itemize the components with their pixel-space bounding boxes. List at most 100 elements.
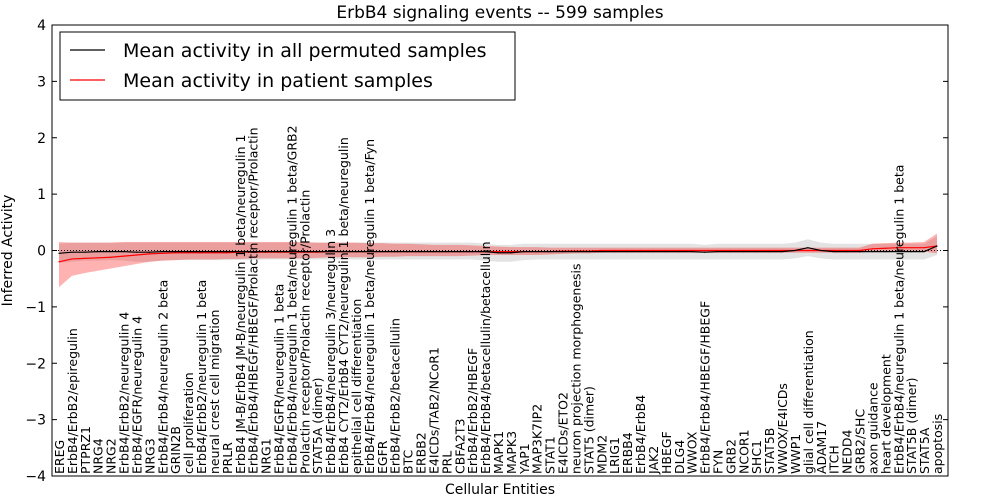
point-series-1 — [226, 252, 228, 254]
x-tick-label: NCOR1 — [736, 429, 751, 474]
point-series-0 — [755, 251, 757, 253]
x-tick-label: ERBB2 — [414, 432, 429, 474]
point-series-1 — [755, 249, 757, 252]
point-series-0 — [497, 252, 499, 254]
point-series-0 — [600, 251, 602, 253]
point-series-0 — [936, 245, 938, 247]
point-series-0 — [407, 251, 409, 253]
point-series-1 — [871, 248, 874, 250]
point-series-1 — [858, 249, 861, 252]
x-tick-label: ErbB4/ErbB4/neuregulin 2 beta — [155, 280, 170, 474]
x-tick-label: ErbB4/ErbB4/neuregulin 1 beta/neuregulin… — [891, 165, 906, 474]
x-tick-label: MDM2 — [594, 435, 609, 474]
point-series-1 — [161, 252, 163, 254]
x-tick-label: BTC — [401, 450, 416, 474]
x-tick-label: PRLR — [220, 442, 235, 474]
point-series-0 — [807, 247, 809, 249]
x-tick-label: STAT5 (dimer) — [581, 386, 596, 474]
point-series-1 — [84, 257, 86, 259]
x-tick-label: NEDD4 — [840, 430, 855, 474]
point-series-0 — [923, 251, 925, 253]
point-series-0 — [846, 251, 848, 253]
point-series-1 — [846, 249, 848, 252]
point-series-0 — [691, 251, 693, 253]
point-series-0 — [626, 251, 628, 253]
point-series-0 — [239, 251, 241, 253]
point-series-0 — [122, 251, 125, 253]
x-tick-label: ErbB4/ErbB4/neuregulin 1 beta/neuregulin… — [362, 139, 377, 474]
point-series-1 — [213, 252, 215, 254]
point-series-0 — [458, 251, 460, 253]
x-tick-label: cell proliferation — [181, 372, 196, 474]
point-series-1 — [691, 249, 693, 252]
point-series-0 — [58, 252, 60, 254]
band-series-0 — [59, 236, 937, 263]
x-tick-label: MAP3K7IP2 — [530, 404, 545, 474]
x-tick-label: YAP1 — [517, 443, 532, 475]
x-tick-label: ErbB4/ErbB4/HBEGF/HBEGF/Prolactin recept… — [246, 127, 261, 474]
point-series-0 — [510, 252, 512, 254]
x-tick-label: heart development — [878, 354, 893, 474]
point-series-0 — [716, 251, 719, 253]
point-series-0 — [135, 251, 138, 253]
point-series-1 — [910, 247, 912, 249]
point-series-0 — [729, 251, 732, 253]
point-series-0 — [200, 251, 202, 253]
x-tick-label: ErbB4/EGFR/neuregulin 4 — [129, 316, 144, 474]
confidence-bands — [59, 233, 937, 288]
point-series-0 — [897, 251, 899, 253]
point-series-0 — [419, 251, 422, 253]
x-axis-label: Cellular Entities — [445, 482, 555, 498]
x-tick-label: CBFA2T3 — [452, 419, 467, 474]
point-series-1 — [768, 249, 770, 252]
x-tick-label: STAT5A — [917, 427, 932, 474]
x-tick-label: glial cell differentiation — [801, 330, 816, 474]
x-tick-label: NRG2 — [104, 438, 119, 474]
y-tick-label: 3 — [37, 74, 46, 90]
point-series-1 — [807, 249, 809, 252]
y-axis: −4 −3 −2 −1 0 1 2 3 4 — [25, 18, 948, 485]
point-series-1 — [639, 249, 641, 252]
point-series-0 — [187, 251, 189, 253]
point-series-1 — [187, 252, 189, 254]
point-series-0 — [71, 251, 73, 253]
plot-frame — [51, 24, 949, 477]
x-tick-label: ErbB4/ErbB4 — [633, 395, 648, 474]
x-tick-label: ErbB4/ErbB4/neuregulin 1 beta/neuregulin… — [284, 125, 299, 474]
x-tick-label: E4ICDs/ETO2 — [556, 392, 571, 474]
x-tick-label: ErbB4/ErbB4/HBEGF/HBEGF — [698, 301, 713, 474]
point-series-1 — [174, 252, 176, 254]
point-series-0 — [342, 251, 344, 253]
x-tick-label: WWOX/E4ICDs — [775, 383, 790, 474]
point-series-0 — [394, 251, 396, 253]
legend-box — [59, 31, 516, 101]
point-series-0 — [833, 251, 835, 253]
point-series-0 — [574, 251, 577, 253]
point-series-1 — [703, 249, 706, 252]
x-tick-label: SHC1 — [749, 440, 764, 474]
point-series-1 — [781, 249, 783, 252]
point-series-1 — [729, 249, 732, 252]
x-tick-label: GRIN2B — [168, 426, 183, 474]
y-tick-label: −3 — [25, 413, 46, 429]
legend-label-permuted: Mean activity in all permuted samples — [123, 40, 486, 62]
point-series-0 — [355, 251, 357, 253]
x-tick-label: ERBB4 — [620, 432, 635, 474]
point-series-1 — [716, 249, 719, 252]
point-series-0 — [316, 251, 318, 253]
point-series-1 — [613, 249, 615, 252]
point-series-0 — [768, 251, 770, 253]
point-series-0 — [213, 251, 215, 253]
x-tick-label: PRL — [439, 451, 454, 474]
x-tick-label: WWOX — [685, 431, 700, 474]
point-series-0 — [549, 251, 551, 253]
point-series-0 — [858, 251, 861, 253]
x-tick-label: WWP1 — [788, 434, 803, 474]
point-series-0 — [148, 251, 150, 253]
x-tick-label: neuron projection morphogenesis — [568, 263, 583, 474]
point-series-0 — [665, 251, 667, 253]
point-series-1 — [884, 247, 886, 249]
point-series-0 — [303, 251, 305, 253]
x-tick-label: ErbB4/EGFR/neuregulin 1 beta — [272, 284, 287, 474]
x-tick-label: STAT5B (dimer) — [904, 378, 919, 474]
